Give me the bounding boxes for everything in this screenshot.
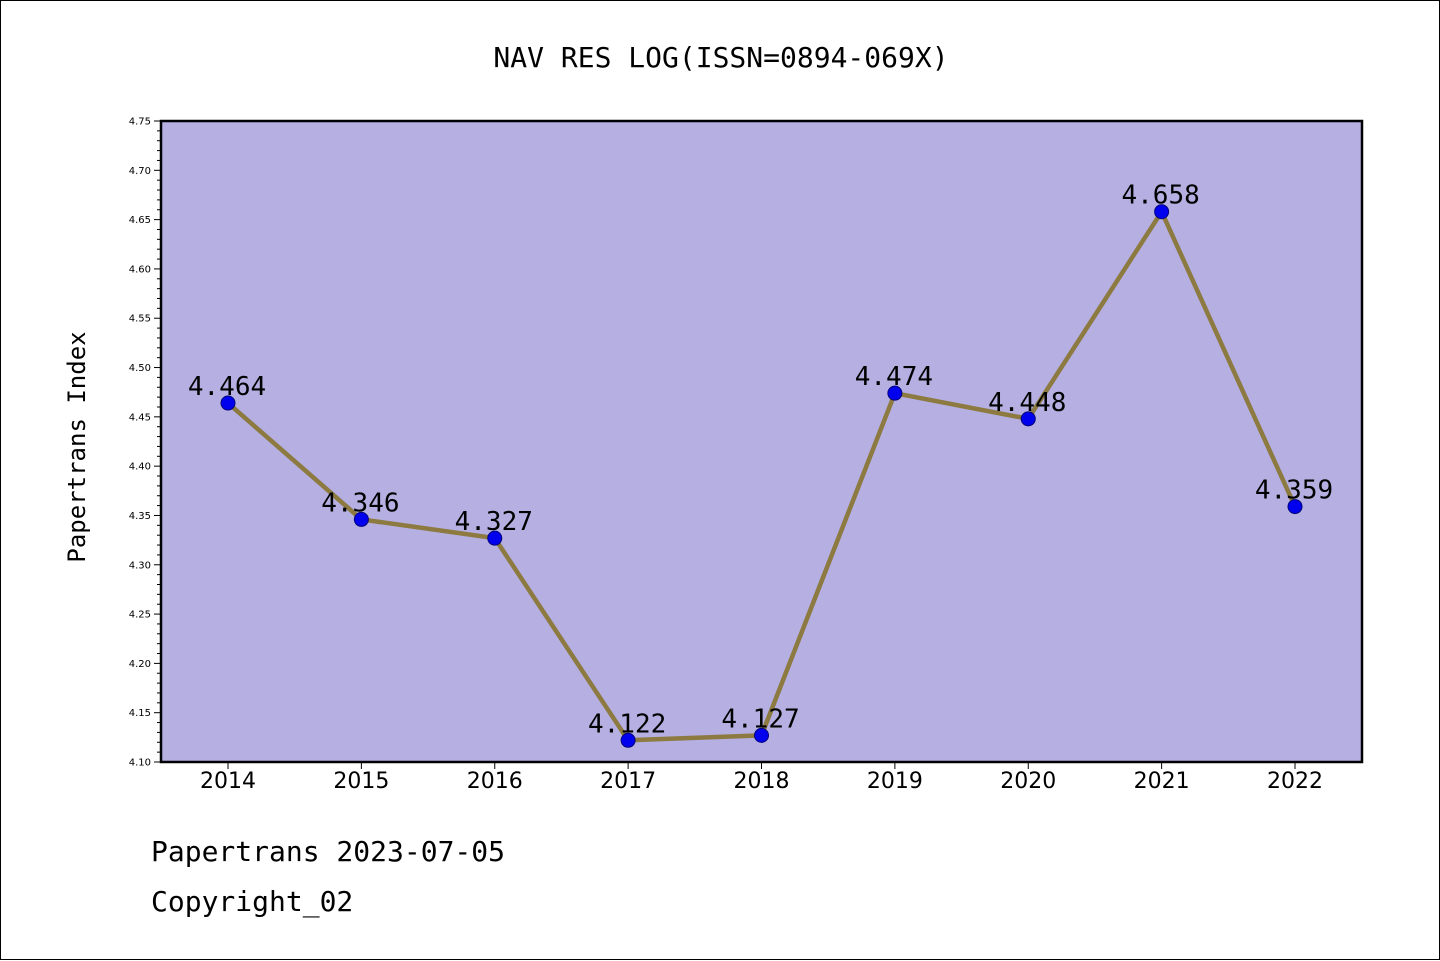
y-tick-label: 4.40 [129, 462, 151, 473]
data-label: 4.448 [988, 388, 1066, 418]
plot-border [159, 119, 1364, 764]
y-tick-label: 4.60 [129, 264, 151, 275]
plot-area [161, 121, 1362, 762]
y-tick-label: 4.75 [129, 117, 151, 128]
data-labels: 4.464 4.346 4.327 4.122 4.127 4.474 4.448 4.658… [188, 181, 1333, 740]
x-axis-ticks: 2014 2015 2016 2017 2018 2019 2020 2021 2022 [200, 762, 1323, 794]
data-point [1287, 499, 1303, 515]
data-label: 4.327 [455, 507, 533, 537]
data-point [1154, 204, 1170, 220]
data-point [487, 530, 503, 546]
x-tick-label: 2021 [1134, 769, 1190, 794]
data-point [620, 732, 636, 748]
y-tick-label: 4.10 [129, 758, 151, 769]
x-tick-label: 2020 [1000, 769, 1056, 794]
x-tick-label: 2017 [600, 769, 656, 794]
y-tick-label: 4.70 [129, 166, 151, 177]
y-tick-label: 4.35 [129, 511, 151, 522]
data-point [1020, 411, 1036, 427]
data-label: 4.359 [1255, 476, 1333, 506]
y-axis-label: Papertrans Index [63, 331, 91, 562]
y-tick-label: 4.30 [129, 560, 151, 571]
data-label: 4.658 [1121, 181, 1199, 211]
data-label: 4.474 [855, 362, 933, 392]
y-tick-label: 4.15 [129, 708, 151, 719]
data-label: 4.122 [588, 709, 666, 739]
y-tick-label: 4.55 [129, 314, 151, 325]
data-label: 4.346 [321, 488, 399, 518]
y-tick-label: 4.25 [129, 610, 151, 621]
data-label: 4.464 [188, 372, 266, 402]
chart-title: NAV RES LOG(ISSN=0894-069X) [493, 41, 948, 74]
footer-copyright-line: Copyright_02 [151, 885, 354, 918]
footer-date-line: Papertrans 2023-07-05 [151, 835, 506, 868]
y-axis-ticks: 4.10 4.15 4.20 4.25 4.30 4.35 4.40 4.45 4.50 4.55… [129, 117, 161, 769]
x-tick-label: 2018 [734, 769, 790, 794]
x-tick-label: 2022 [1267, 769, 1323, 794]
data-label: 4.127 [721, 704, 799, 734]
x-tick-label: 2015 [333, 769, 389, 794]
data-point [220, 395, 236, 411]
data-point [754, 727, 769, 743]
y-tick-label: 4.65 [129, 215, 151, 226]
y-tick-label: 4.50 [129, 363, 151, 374]
x-tick-label: 2014 [200, 769, 256, 794]
x-tick-label: 2019 [867, 769, 923, 794]
x-tick-label: 2016 [467, 769, 523, 794]
data-point [887, 385, 903, 401]
data-point [353, 511, 369, 527]
y-tick-label: 4.20 [129, 659, 151, 670]
y-tick-label: 4.45 [129, 412, 151, 423]
data-points [220, 204, 1303, 748]
